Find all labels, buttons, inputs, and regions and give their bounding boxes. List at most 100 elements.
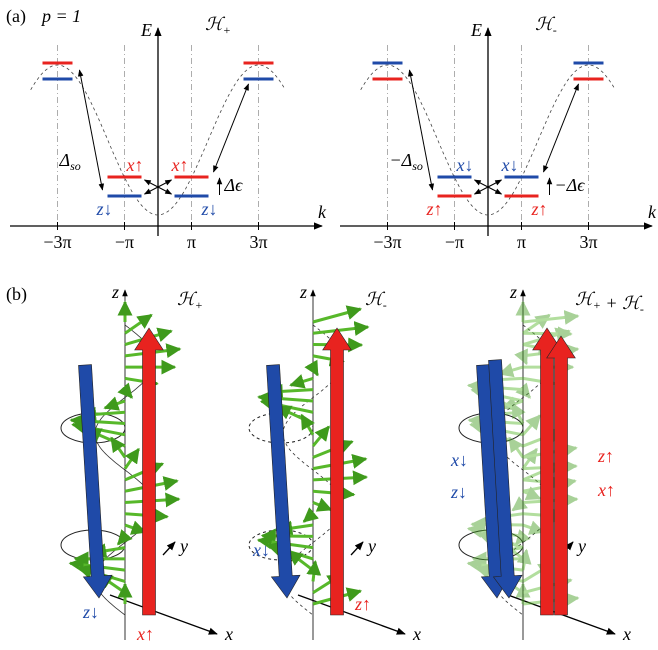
math-main: ℋ: [575, 289, 596, 309]
k-axis-label: k: [648, 202, 657, 222]
x-axis-label: x: [224, 624, 233, 644]
math-sub: so: [412, 159, 423, 173]
spin-arrow: [521, 414, 542, 436]
k-tick-label: π: [517, 232, 526, 252]
math-main: ℋ: [205, 14, 226, 34]
spin-arrow: [522, 313, 551, 335]
spin-arrow: [110, 436, 127, 459]
spin-arrow: [498, 362, 524, 378]
y-axis: [162, 541, 176, 556]
y-axis-label: y: [366, 536, 376, 556]
level-label: z↑: [531, 199, 548, 219]
level-label: z↓: [96, 199, 113, 219]
spin-label: x↓: [252, 540, 270, 560]
blue-arrow: [266, 364, 301, 599]
k-axis-label: k: [318, 202, 327, 222]
math-sub: -: [640, 302, 644, 316]
spin-arrow: [508, 436, 525, 459]
k-tick-label: −3π: [43, 232, 71, 252]
k-tick-label: 3π: [579, 232, 597, 252]
red-arrow: [322, 327, 352, 616]
spin-arrow: [123, 447, 140, 470]
spin-arrow: [302, 507, 319, 523]
split-label: Δϵ: [224, 175, 244, 195]
spin-label: z↑: [597, 446, 614, 466]
red-arrow: [134, 327, 164, 616]
math-label: −Δso: [390, 150, 423, 173]
z-axis-label: z: [111, 282, 119, 302]
math-sub: +: [593, 298, 601, 312]
k-tick-label: −π: [115, 232, 134, 252]
math-main: ℋ: [177, 289, 198, 309]
spin-arrow: [124, 520, 147, 535]
math-sub: so: [70, 159, 81, 173]
arrow: [213, 83, 249, 173]
spin-arrow: [289, 374, 314, 389]
z-axis-label: z: [509, 282, 517, 302]
spin-arrow: [300, 413, 315, 436]
math-main: ℋ: [622, 293, 643, 313]
arrow: [473, 179, 503, 195]
arrow: [143, 179, 173, 195]
spin-arrow: [514, 348, 528, 366]
k-tick-label: π: [187, 232, 196, 252]
spin-label: x↑: [136, 624, 154, 644]
level-label: x↑: [171, 155, 189, 175]
panel-label: (a): [6, 6, 26, 27]
panel-label: (b): [6, 284, 27, 305]
y-axis-label: y: [178, 536, 188, 556]
spin-arrow: [511, 496, 529, 512]
x-axis: [109, 594, 218, 635]
level-label: x↓: [456, 155, 474, 175]
spin-arrow: [103, 396, 126, 411]
math-label: ℋ+: [177, 289, 203, 312]
spin-label: z↓: [450, 482, 467, 502]
math-sub: +: [223, 23, 231, 37]
spin-arrow: [306, 560, 322, 582]
math-main: Δ: [59, 150, 71, 170]
spin-arrow: [116, 529, 133, 546]
spin-arrow: [312, 497, 333, 512]
blue-arrow: [488, 359, 523, 599]
spin-arrow: [117, 382, 134, 399]
spin-arrow: [304, 359, 319, 377]
math-label: ℋ+ + ℋ-: [575, 289, 644, 316]
spin-arrow: [511, 402, 526, 425]
spin-arrow: [522, 486, 542, 501]
arrow: [543, 83, 579, 173]
math-label: ℋ-: [365, 289, 387, 312]
spin-arrow: [69, 413, 126, 429]
x-axis: [297, 594, 406, 635]
dispersion: [360, 64, 616, 216]
level-label: x↑: [126, 155, 144, 175]
y-axis-label: y: [576, 536, 586, 556]
arrow: [407, 69, 435, 191]
spin-arrow: [516, 548, 532, 571]
spin-arrow: [515, 382, 532, 399]
math-label: Δso: [59, 150, 81, 173]
parameter: p = 1: [40, 6, 81, 26]
y-axis: [350, 541, 364, 556]
spin-arrow: [522, 520, 545, 535]
level-label: x↓: [501, 155, 519, 175]
level-label: z↑: [426, 199, 443, 219]
spin-arrow: [522, 310, 580, 325]
red-arrow: [546, 335, 576, 616]
math-label: ℋ-: [535, 14, 557, 37]
math-main: +: [601, 293, 622, 313]
blue-arrow: [78, 364, 113, 599]
x-axis-label: x: [622, 624, 631, 644]
spin-arrow: [312, 321, 370, 336]
k-tick-label: 3π: [249, 232, 267, 252]
math-sub: -: [383, 298, 387, 312]
spin-arrow: [124, 313, 153, 335]
dispersion: [30, 64, 286, 216]
spin-arrow: [521, 447, 538, 470]
spin-label: z↑: [354, 594, 371, 614]
spin-arrow: [312, 305, 363, 324]
z-axis-label: z: [299, 282, 307, 302]
math-main: −Δ: [390, 150, 413, 170]
level-label: z↓: [201, 199, 218, 219]
e-axis-label: E: [140, 20, 152, 40]
